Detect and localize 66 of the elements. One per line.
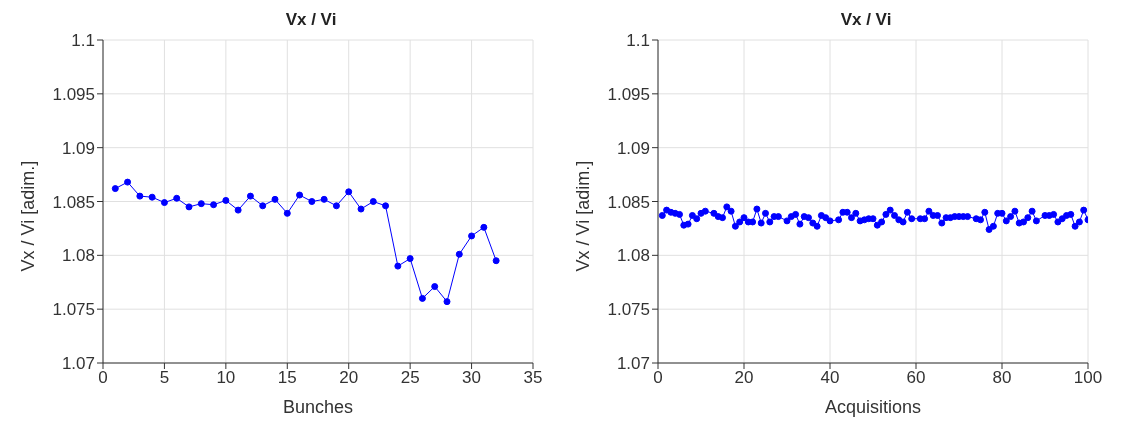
y-tick-label: 1.095 [52,84,95,104]
y-axis-title: Vx / Vi [adim.] [573,160,594,272]
point [320,195,328,203]
point [210,201,218,209]
point [468,232,476,240]
x-tick-label: 20 [734,368,754,388]
y-tick-label: 1.07 [616,354,650,374]
chart-title: Vx / Vi [284,10,338,30]
y-tick-label: 1.09 [61,138,95,158]
point [480,223,488,231]
point [406,255,414,263]
y-tick-label: 1.1 [71,31,95,51]
y-tick-label: 1.095 [607,84,650,104]
point [160,199,168,207]
x-tick-label: 100 [1073,368,1103,388]
y-tick-label: 1.08 [61,246,95,266]
point [124,178,132,186]
chart-title: Vx / Vi [839,10,893,30]
point [296,191,304,199]
y-tick-label: 1.075 [52,300,95,320]
x-tick-label: 5 [159,368,170,388]
point [332,202,340,210]
x-tick-label: 10 [216,368,236,388]
x-tick-label: 60 [906,368,926,388]
point [455,250,463,258]
point [173,194,181,202]
x-tick-label: 30 [462,368,482,388]
point [111,185,119,193]
y-axis-title: Vx / Vi [adim.] [18,160,39,272]
point [148,193,156,201]
point [443,298,451,306]
point [246,192,254,200]
point [136,192,144,200]
point [357,205,365,213]
x-tick-label: 35 [523,368,543,388]
x-tick-label: 80 [992,368,1012,388]
y-tick-label: 1.075 [607,300,650,320]
y-tick-label: 1.09 [616,138,650,158]
x-axis-title: Bunches [282,397,354,417]
point [185,203,193,211]
x-tick-label: 25 [400,368,420,388]
point [382,202,390,210]
x-tick-label: 0 [653,368,663,388]
x-tick-label: 20 [339,368,359,388]
x-tick-label: 40 [820,368,840,388]
point [259,202,267,210]
y-tick-label: 1.085 [52,192,95,212]
point [418,294,426,302]
y-tick-label: 1.085 [607,192,650,212]
point [234,206,242,214]
y-tick-label: 1.1 [626,31,650,51]
point [394,262,402,270]
y-tick-label: 1.07 [61,354,95,374]
x-axis-title: Acquisitions [824,397,922,417]
point [345,188,353,196]
y-tick-label: 1.08 [616,246,650,266]
point [283,209,291,217]
point [431,283,439,291]
point [369,198,377,205]
point [492,257,500,265]
point [271,195,279,203]
x-tick-label: 0 [98,368,108,388]
x-tick-label: 15 [277,368,297,388]
point [222,196,230,204]
point [197,200,205,208]
point [308,198,316,205]
